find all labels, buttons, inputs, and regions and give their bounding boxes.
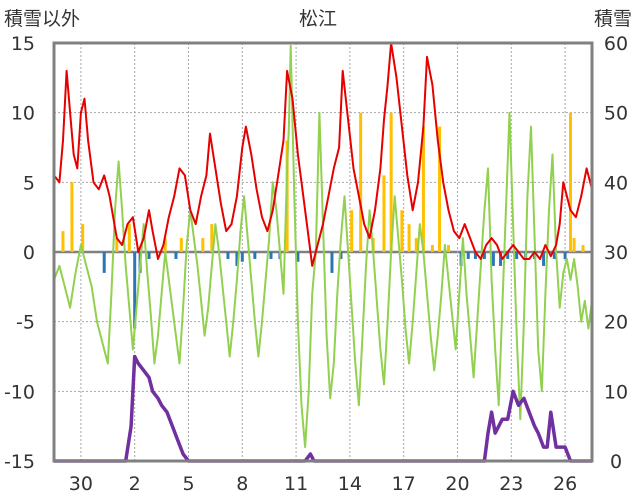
left-tick-label: 10 [11, 103, 35, 125]
right-tick-label: 0 [610, 451, 622, 473]
bar [414, 238, 418, 252]
left-axis-label: 積雪以外 [4, 8, 80, 30]
bar [127, 224, 131, 252]
bar [572, 238, 576, 252]
left-tick-label: -10 [4, 381, 35, 403]
bar [491, 252, 495, 266]
bar [240, 252, 244, 262]
bar [269, 252, 273, 259]
left-tick-label: -15 [4, 451, 35, 473]
bar [174, 252, 178, 259]
left-tick-label: 15 [11, 33, 35, 55]
bar [506, 252, 510, 259]
right-tick-label: 10 [604, 381, 628, 403]
bar [339, 252, 343, 259]
bar [61, 231, 65, 252]
bar [70, 182, 74, 252]
bar [438, 126, 442, 252]
bar [235, 252, 239, 266]
right-axis-label: 積雪 [594, 8, 632, 30]
bar [163, 238, 167, 252]
right-tick-label: 50 [604, 103, 628, 125]
bar [81, 224, 85, 252]
bar [499, 252, 503, 266]
bar [253, 252, 257, 259]
bar [581, 245, 585, 252]
bar [482, 252, 486, 259]
series-line [53, 44, 593, 449]
x-tick-label: 26 [553, 473, 577, 495]
bar [330, 252, 334, 273]
bar [407, 224, 411, 252]
x-tick-label: 23 [499, 473, 523, 495]
x-tick-label: 17 [392, 473, 416, 495]
plot-frame [52, 41, 594, 463]
bar [359, 112, 363, 253]
bar [563, 252, 567, 259]
x-axis-tick-labels: 30 2 5 8 11 14 17 20 23 26 [69, 473, 577, 495]
x-tick-label: 2 [129, 473, 141, 495]
precipitation-bars [61, 112, 585, 329]
bar [389, 112, 393, 253]
right-tick-label: 40 [604, 172, 628, 194]
right-axis-tick-labels: 60 50 40 30 20 10 0 [604, 33, 628, 473]
bar [133, 252, 137, 329]
bar [542, 252, 546, 266]
bar [350, 210, 354, 252]
x-tick-label: 5 [182, 473, 194, 495]
bar [147, 252, 151, 259]
bar [400, 210, 404, 252]
bar [552, 252, 556, 259]
right-tick-label: 60 [604, 33, 628, 55]
bar [210, 224, 214, 252]
chart-title: 松江 [299, 8, 337, 30]
bar [568, 112, 572, 253]
right-tick-label: 20 [604, 312, 628, 334]
bar [466, 252, 470, 259]
left-tick-label: -5 [16, 312, 35, 334]
bar [447, 245, 451, 252]
x-tick-label: 11 [284, 473, 308, 495]
bar [430, 245, 434, 252]
bar [421, 126, 425, 252]
left-axis-tick-labels: 15 10 5 0 -5 -10 -15 [4, 33, 35, 473]
x-tick-label: 30 [69, 473, 93, 495]
bar [102, 252, 106, 273]
bar [515, 252, 519, 259]
left-tick-label: 5 [23, 172, 35, 194]
bar [115, 238, 119, 252]
bar [382, 175, 386, 252]
right-tick-label: 30 [604, 242, 628, 264]
x-tick-label: 8 [236, 473, 248, 495]
x-tick-label: 14 [338, 473, 362, 495]
bar [201, 238, 205, 252]
bar [296, 252, 300, 262]
series-line [53, 42, 593, 267]
bar [226, 252, 230, 259]
bar [473, 252, 477, 259]
bar [179, 238, 183, 252]
x-tick-label: 20 [445, 473, 469, 495]
left-tick-label: 0 [23, 242, 35, 264]
